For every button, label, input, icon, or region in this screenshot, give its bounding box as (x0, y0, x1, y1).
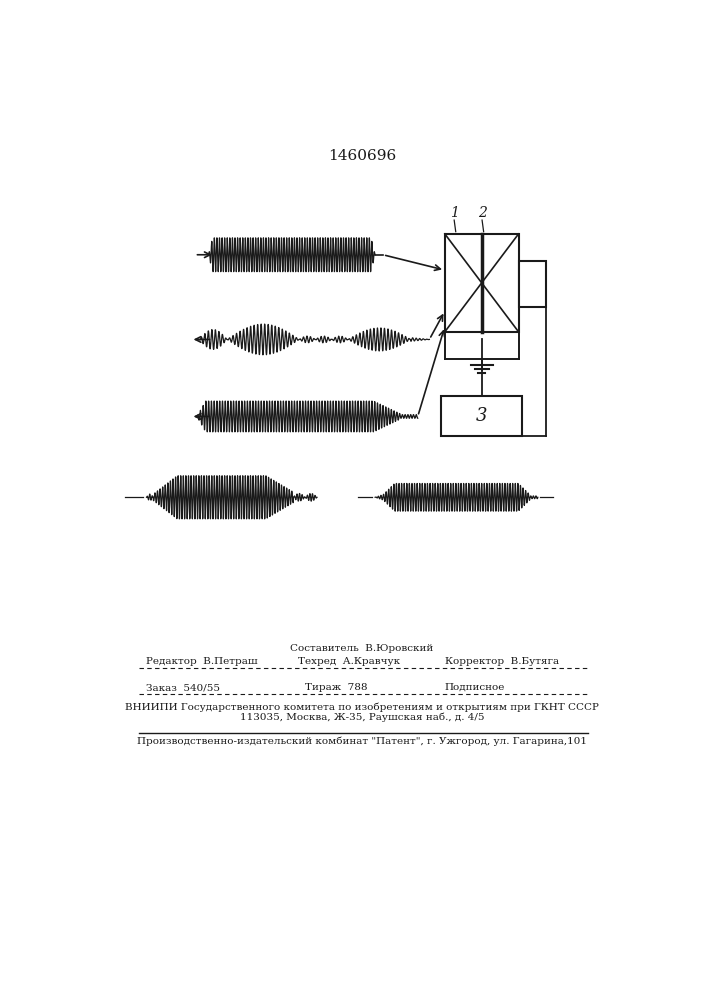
Text: Подписное: Подписное (445, 683, 506, 692)
Text: 3: 3 (476, 407, 487, 425)
Text: 1: 1 (450, 206, 459, 220)
Text: Техред  А.Кравчук: Техред А.Кравчук (298, 657, 399, 666)
Text: 1460696: 1460696 (328, 149, 396, 163)
Text: Корректор  В.Бутяга: Корректор В.Бутяга (445, 657, 559, 666)
Text: Тираж  788: Тираж 788 (305, 683, 368, 692)
Text: 113035, Москва, Ж-35, Раушская наб., д. 4/5: 113035, Москва, Ж-35, Раушская наб., д. … (240, 713, 484, 722)
Text: Редактор  В.Петраш: Редактор В.Петраш (146, 657, 258, 666)
Text: 2: 2 (478, 206, 486, 220)
Text: ВНИИПИ Государственного комитета по изобретениям и открытиям при ГКНТ СССР: ВНИИПИ Государственного комитета по изоб… (125, 702, 599, 712)
Bar (518, 261, 546, 307)
Text: Заказ  540/55: Заказ 540/55 (146, 683, 221, 692)
Bar (445, 234, 518, 332)
Text: Производственно-издательский комбинат "Патент", г. Ужгород, ул. Гагарина,101: Производственно-издательский комбинат "П… (137, 737, 587, 746)
Text: Составитель  В.Юровский: Составитель В.Юровский (291, 644, 433, 653)
Bar (441, 396, 522, 436)
